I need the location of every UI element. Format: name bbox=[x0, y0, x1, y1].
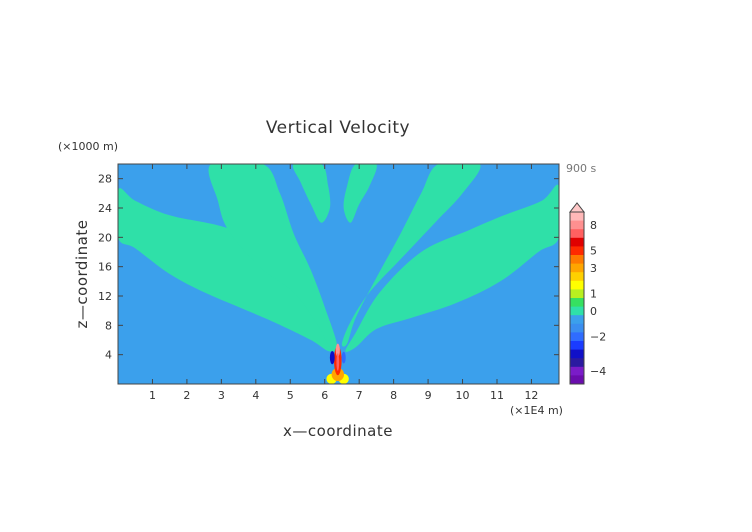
y-axis-ticks: 4 8 12 16 20 24 28 bbox=[98, 173, 559, 362]
colorbar-swatch bbox=[570, 263, 584, 273]
colorbar-swatch bbox=[570, 246, 584, 256]
core-top bbox=[335, 343, 340, 357]
colorbar-swatch bbox=[570, 212, 584, 222]
colorbar-swatch bbox=[570, 229, 584, 239]
y-tick-label: 8 bbox=[105, 319, 112, 332]
time-label: 900 s bbox=[566, 162, 596, 175]
y-tick-label: 4 bbox=[105, 349, 112, 362]
colorbar-swatch bbox=[570, 341, 584, 351]
colorbar-swatch bbox=[570, 298, 584, 308]
x-tick-label: 7 bbox=[356, 389, 363, 402]
band-middle-left bbox=[208, 164, 337, 350]
colorbar-label: −4 bbox=[590, 365, 606, 378]
colorbar-label: 5 bbox=[590, 245, 597, 258]
colorbar-swatch bbox=[570, 366, 584, 376]
colorbar-swatch bbox=[570, 237, 584, 247]
colorbar-label: 0 bbox=[590, 305, 597, 318]
plot-area bbox=[117, 163, 560, 385]
x-tick-label: 9 bbox=[425, 389, 432, 402]
x-tick-label: 2 bbox=[183, 389, 190, 402]
band-inner-left bbox=[292, 164, 331, 223]
y-axis-title: z—coordinate bbox=[73, 220, 91, 329]
colorbar-swatch bbox=[570, 220, 584, 230]
band-inner-right bbox=[343, 164, 377, 223]
updraft-core bbox=[326, 343, 349, 384]
colorbar-swatch bbox=[570, 255, 584, 265]
positive-bands bbox=[118, 164, 559, 352]
downdraft-left bbox=[329, 351, 335, 365]
x-tick-label: 6 bbox=[321, 389, 328, 402]
colorbar-label: 1 bbox=[590, 288, 597, 301]
y-axis-unit: (×1000 m) bbox=[58, 140, 118, 153]
colorbar-label: −2 bbox=[590, 331, 606, 344]
chart-title: Vertical Velocity bbox=[266, 118, 410, 138]
band-outer-right bbox=[345, 184, 559, 352]
x-tick-label: 11 bbox=[490, 389, 504, 402]
x-axis-ticks: 1 2 3 4 5 6 7 8 9 10 11 12 bbox=[149, 164, 538, 402]
x-axis-title: x—coordinate bbox=[283, 422, 393, 440]
y-tick-label: 24 bbox=[98, 202, 112, 215]
colorbar-swatch bbox=[570, 332, 584, 342]
y-tick-label: 12 bbox=[98, 290, 112, 303]
colorbar-swatch bbox=[570, 358, 584, 368]
colorbar-label: 8 bbox=[590, 219, 597, 232]
x-tick-label: 3 bbox=[218, 389, 225, 402]
x-tick-label: 10 bbox=[456, 389, 470, 402]
colorbar-swatch bbox=[570, 375, 584, 385]
y-tick-label: 28 bbox=[98, 173, 112, 186]
x-tick-label: 1 bbox=[149, 389, 156, 402]
band-middle-right bbox=[341, 164, 481, 347]
colorbar-swatch bbox=[570, 349, 584, 359]
colorbar-swatch bbox=[570, 323, 584, 333]
colorbar-max-arrow bbox=[568, 202, 586, 213]
colorbar-frame bbox=[569, 211, 585, 385]
colorbar: 8 5 3 1 0 −2 −4 bbox=[568, 202, 606, 385]
band-outer-left bbox=[118, 188, 336, 352]
core-inner bbox=[336, 353, 340, 371]
colorbar-label: 3 bbox=[590, 262, 597, 275]
y-tick-label: 20 bbox=[98, 231, 112, 244]
colorbar-swatch bbox=[570, 306, 584, 316]
plot-frame bbox=[117, 163, 560, 385]
colorbar-swatch bbox=[570, 315, 584, 325]
y-tick-label: 16 bbox=[98, 261, 112, 274]
x-tick-label: 12 bbox=[524, 389, 538, 402]
x-tick-label: 5 bbox=[287, 389, 294, 402]
x-tick-label: 4 bbox=[252, 389, 259, 402]
downdraft-right bbox=[341, 351, 346, 364]
colorbar-swatch bbox=[570, 280, 584, 290]
colorbar-swatch bbox=[570, 272, 584, 282]
x-axis-unit: (×1E4 m) bbox=[510, 404, 563, 417]
x-tick-label: 8 bbox=[390, 389, 397, 402]
colorbar-swatch bbox=[570, 289, 584, 299]
